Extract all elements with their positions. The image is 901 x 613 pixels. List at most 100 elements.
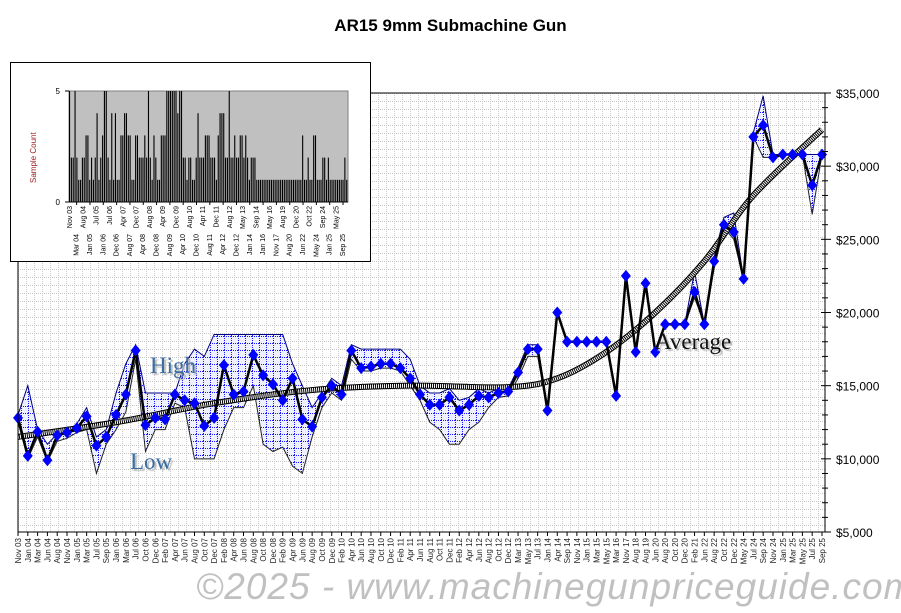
sample-count-bar [89,179,91,202]
average-point [640,277,651,290]
sample-count-bar [206,135,208,202]
average-point [797,148,808,161]
sample-count-bar [208,135,210,202]
average-point [179,394,190,407]
sample-count-bar [175,91,177,202]
sample-count-bar [120,135,122,202]
sample-count-bar [78,179,80,202]
chart-title: AR15 9mm Submachine Gun [334,16,567,35]
sample-count-bar [184,157,186,202]
x-tick-label: Mar 25 [789,537,798,562]
average-point [571,335,582,348]
sample-count-bar [256,179,258,202]
sample-count-bar [287,179,289,202]
sample-count-bar [276,179,278,202]
inset-x-tick-label: Apr 08 [140,234,147,255]
sample-count-bar [344,157,346,202]
sample-count-bar [318,179,320,202]
sample-count-bar [217,135,219,202]
inset-x-tick-label: Aug 10 [187,206,194,228]
sample-count-bar [114,113,116,202]
y-tick-label: $25,000 [836,233,880,247]
sample-count-bar [324,157,326,202]
sample-count-bar [179,91,181,202]
x-tick-label: Oct 11 [436,537,445,561]
x-tick-label: Aug 19 [642,537,651,563]
sample-count-bar [291,179,293,202]
average-point [32,425,43,438]
average-point [218,359,229,372]
sample-count-bar [195,157,197,202]
sample-count-bar [226,157,228,202]
sample-count-bar [191,179,194,202]
average-point [169,388,180,401]
x-tick-label: Mar 16 [612,537,621,562]
average-point [689,286,700,299]
x-tick-label: Apr 12 [465,537,474,561]
x-tick-label: Nov 14 [573,537,582,563]
average-point [365,360,376,373]
sample-count-bar [294,179,296,202]
inset-x-tick-label: Dec 07 [134,206,141,228]
inset-x-tick-label: Jan 05 [87,234,94,255]
sample-count-bar [109,179,111,202]
sample-count-bar [263,179,265,202]
x-tick-label: Dec 20 [681,537,690,563]
x-tick-label: Sep 05 [102,537,111,563]
y-tick-label: $35,000 [836,87,880,101]
sample-count-bar [254,157,256,202]
sample-count-bar [267,179,269,202]
sample-count-bar [309,179,311,202]
y-tick-label: $5,000 [836,526,873,540]
average-point [424,398,435,411]
sample-count-bar [215,179,217,202]
sample-count-bar [285,179,287,202]
sample-count-bar [331,179,333,202]
x-tick-label: Oct 12 [494,537,503,561]
average-point [287,372,298,385]
x-tick-label: Jan 05 [73,537,82,562]
sample-count-bar [74,91,76,202]
average-point [356,362,367,375]
x-tick-label: Nov 24 [769,537,778,563]
sample-count-bar [305,179,307,202]
sample-count-bar [298,179,300,202]
sample-count-bar [225,157,227,202]
average-point [454,404,465,417]
x-tick-label: Feb 10 [338,537,347,562]
sample-count-bar [283,179,285,202]
average-point [307,420,318,433]
inset-x-tick-label: Aug 12 [227,206,234,228]
inset-x-tick-label: Aug 20 [287,234,294,256]
inset-x-tick-label: May 13 [240,206,247,229]
sample-count-bar [252,157,254,202]
x-tick-label: Mar 05 [83,537,92,562]
sample-count-bar [70,157,72,202]
x-tick-label: May 24 [740,537,749,564]
x-tick-label: Apr 08 [230,537,239,561]
trend-line-inner [17,128,824,439]
x-tick-label: Nov 04 [63,537,72,563]
sample-count-bar [241,135,243,202]
sample-count-bar [258,179,260,202]
sample-count-bar [171,91,173,202]
average-point [258,369,269,382]
average-point [611,389,622,402]
sample-count-bar [311,179,313,202]
average-point [22,449,33,462]
sample-count-bar [320,179,322,202]
x-tick-label: Dec 09 [328,537,337,563]
average-point [709,255,720,268]
x-tick-label: Jun 08 [240,537,249,562]
inset-x-tick-label: Aug 08 [147,206,154,228]
sample-count-bar [180,91,183,202]
average-point [385,357,396,370]
sample-count-bar [281,179,284,202]
sample-count-bar [230,157,232,202]
sample-count-bar [300,179,302,202]
inset-x-tick-label: Dec 09 [174,206,181,228]
sample-count-bar [96,113,98,202]
average-point [434,398,445,411]
sample-count-bar [199,157,201,202]
x-tick-label: Jan 25 [779,537,788,562]
